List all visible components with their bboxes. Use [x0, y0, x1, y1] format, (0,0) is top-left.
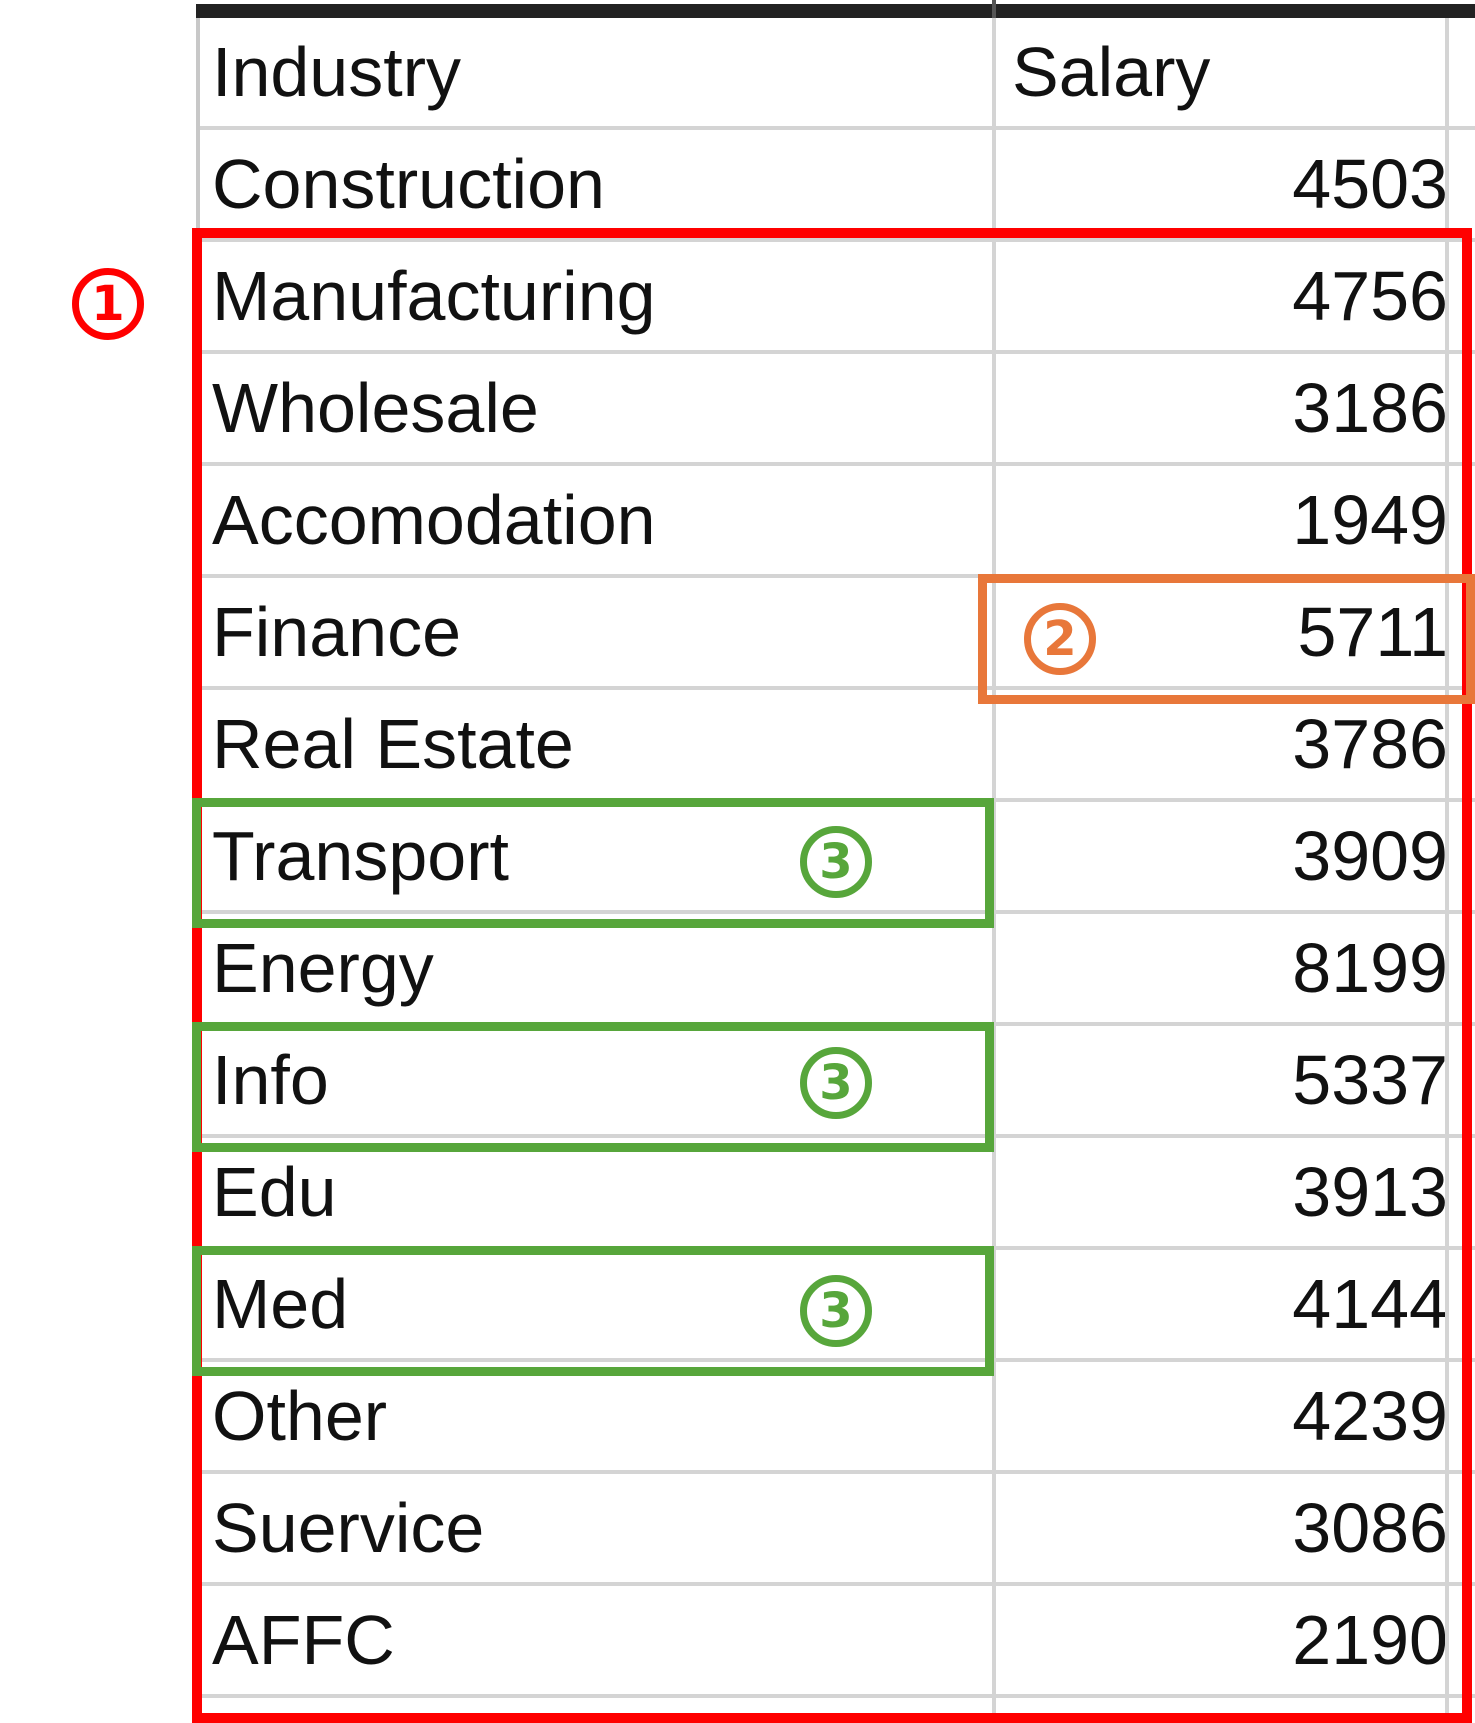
- grid-line-right: [1445, 18, 1449, 1723]
- salary-cell[interactable]: 4503: [1292, 145, 1448, 223]
- highlight-box-finance-salary: [978, 574, 1475, 704]
- industry-cell[interactable]: Real Estate: [212, 705, 574, 783]
- salary-cell[interactable]: 8199: [1292, 929, 1448, 1007]
- industry-cell[interactable]: Construction: [212, 145, 605, 223]
- highlight-box-rows: [192, 228, 1472, 1723]
- industry-cell[interactable]: Transport: [212, 817, 509, 895]
- industry-cell[interactable]: Edu: [212, 1153, 337, 1231]
- table-row: Other 4239: [196, 1362, 1475, 1474]
- table-row: Accomodation 1949: [196, 466, 1475, 578]
- industry-cell[interactable]: AFFC: [212, 1601, 395, 1679]
- industry-cell[interactable]: Suervice: [212, 1489, 485, 1567]
- salary-cell[interactable]: 4239: [1292, 1377, 1448, 1455]
- grid-line-middle: [992, 18, 996, 1723]
- header-row: Industry Salary: [196, 18, 1475, 130]
- industry-cell[interactable]: Accomodation: [212, 481, 656, 559]
- industry-cell[interactable]: Wholesale: [212, 369, 539, 447]
- industry-cell[interactable]: Info: [212, 1041, 329, 1119]
- salary-cell[interactable]: 3786: [1292, 705, 1448, 783]
- industry-cell[interactable]: Med: [212, 1265, 349, 1343]
- salary-cell[interactable]: 4144: [1292, 1265, 1448, 1343]
- salary-cell[interactable]: 3186: [1292, 369, 1448, 447]
- industry-cell[interactable]: Energy: [212, 929, 434, 1007]
- salary-cell[interactable]: 2190: [1292, 1601, 1448, 1679]
- highlight-box-med: [192, 1246, 994, 1376]
- highlight-box-transport: [192, 798, 994, 928]
- table-row: AFFC 2190: [196, 1586, 1475, 1698]
- table-row: Wholesale 3186: [196, 354, 1475, 466]
- header-industry[interactable]: Industry: [212, 33, 461, 111]
- industry-cell[interactable]: Manufacturing: [212, 257, 656, 335]
- table-row: Transport 3909: [196, 802, 1475, 914]
- marker-3-badge: 3: [800, 1047, 872, 1119]
- highlight-box-info: [192, 1022, 994, 1152]
- industry-cell[interactable]: Other: [212, 1377, 388, 1455]
- salary-cell[interactable]: 4756: [1292, 257, 1448, 335]
- table-row: Manufacturing 4756: [196, 242, 1475, 354]
- table-row: Suervice 3086: [196, 1474, 1475, 1586]
- spreadsheet: Industry Salary Construction 4503 Manufa…: [196, 0, 1475, 1723]
- table-row: Finance 5711: [196, 578, 1475, 690]
- sheet-top-border: [196, 4, 1475, 18]
- marker-1-badge: 1: [72, 268, 144, 340]
- salary-cell[interactable]: 3086: [1292, 1489, 1448, 1567]
- table-row: Info 5337: [196, 1026, 1475, 1138]
- salary-cell[interactable]: 3909: [1292, 817, 1448, 895]
- header-salary[interactable]: Salary: [1012, 33, 1211, 111]
- salary-cell[interactable]: 5337: [1292, 1041, 1448, 1119]
- table-row: Med 4144: [196, 1250, 1475, 1362]
- marker-3-badge: 3: [800, 826, 872, 898]
- salary-cell[interactable]: 1949: [1292, 481, 1448, 559]
- industry-cell[interactable]: Finance: [212, 593, 462, 671]
- salary-cell[interactable]: 5711: [1297, 593, 1448, 671]
- table-row: Construction 4503: [196, 130, 1475, 242]
- column-divider-top: [992, 0, 996, 18]
- marker-2-badge: 2: [1024, 603, 1096, 675]
- salary-cell[interactable]: 3913: [1292, 1153, 1448, 1231]
- marker-3-badge: 3: [800, 1275, 872, 1347]
